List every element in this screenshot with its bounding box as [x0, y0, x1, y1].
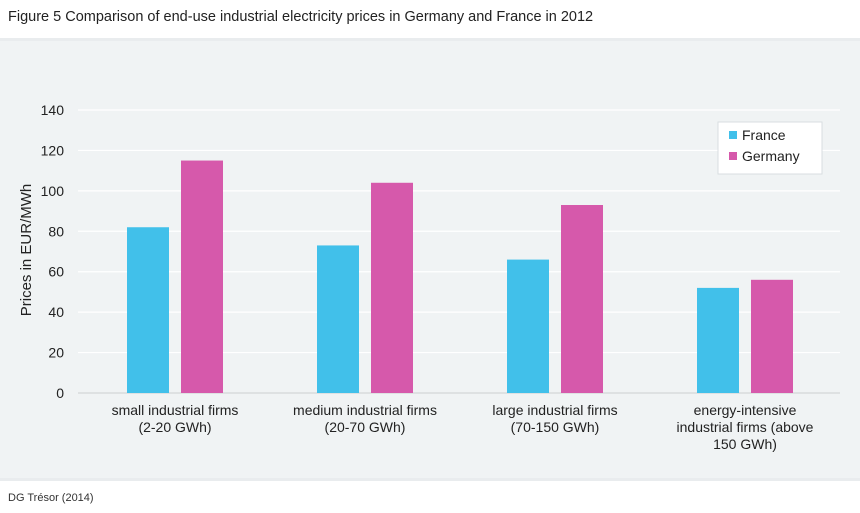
bar-germany-1	[181, 160, 223, 393]
bar-france-1	[127, 227, 169, 393]
bar-germany-4	[751, 279, 793, 393]
bottom-divider	[0, 478, 860, 481]
x-category-label: (2-20 GWh)	[138, 419, 211, 435]
x-category-label: (70-150 GWh)	[511, 419, 600, 435]
x-category-label: 150 GWh)	[713, 436, 777, 452]
top-divider	[0, 38, 860, 41]
y-tick-label: 20	[48, 345, 64, 361]
x-category-label: small industrial firms	[112, 402, 239, 418]
x-category-label: (20-70 GWh)	[325, 419, 406, 435]
legend-label-france: France	[742, 127, 786, 143]
y-tick-label: 60	[48, 264, 64, 280]
bar-france-4	[697, 287, 739, 393]
y-tick-label: 80	[48, 223, 64, 239]
y-tick-label: 140	[41, 102, 65, 118]
bar-germany-2	[371, 182, 413, 393]
y-axis-label: Prices in EUR/MWh	[18, 184, 35, 317]
x-category-label: industrial firms (above	[677, 419, 814, 435]
x-category-label: medium industrial firms	[293, 402, 437, 418]
legend-swatch-germany	[729, 152, 737, 160]
y-tick-label: 100	[41, 183, 65, 199]
legend-box	[717, 121, 823, 175]
x-category-label: large industrial firms	[492, 402, 617, 418]
legend-label-germany: Germany	[742, 148, 800, 164]
source-note: DG Trésor (2014)	[8, 492, 94, 504]
x-category-label: energy-intensive	[694, 402, 797, 418]
bar-germany-3	[561, 205, 603, 393]
chart-title: Figure 5 Comparison of end-use industria…	[8, 9, 594, 25]
bar-france-3	[507, 259, 549, 393]
legend-swatch-france	[729, 131, 737, 139]
y-tick-label: 120	[41, 142, 65, 158]
y-tick-label: 0	[56, 385, 64, 401]
bar-france-2	[317, 245, 359, 393]
title-bar: Figure 5 Comparison of end-use industria…	[0, 0, 860, 38]
y-tick-label: 40	[48, 304, 64, 320]
